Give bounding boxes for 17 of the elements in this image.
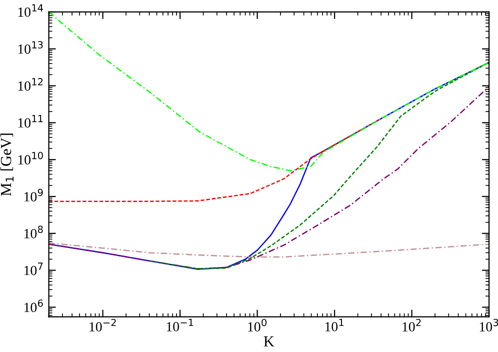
y-tick-label: 10$^{10}$ (18, 152, 43, 165)
y-tick-label: 10$^{8}$ (24, 226, 43, 238)
x-tick-label: 10$^{−2}$ (90, 318, 116, 332)
x-tick-label: 10$^{3}$ (480, 318, 498, 332)
y-tick-label: 10$^{12}$ (18, 78, 43, 91)
y-tick-label: 10$^{14}$ (18, 4, 43, 17)
x-tick-label: 10$^{1}$ (325, 318, 344, 332)
y-axis-title: M$_{1}$ [GeV] (0, 134, 14, 196)
y-tick-label: 10$^{13}$ (18, 41, 43, 54)
y-tick-label: 10$^{7}$ (24, 262, 43, 276)
x-tick-label: 10$^{0}$ (248, 318, 267, 332)
x-tick-label: 10$^{−1}$ (166, 318, 194, 332)
y-tick-label: 10$^{6}$ (24, 299, 43, 312)
x-tick-label: 10$^{2}$ (402, 318, 421, 332)
y-tick-label: 10$^{9}$ (24, 188, 43, 202)
y-tick-label: 10$^{11}$ (18, 115, 43, 128)
x-axis-title: K (264, 336, 274, 346)
